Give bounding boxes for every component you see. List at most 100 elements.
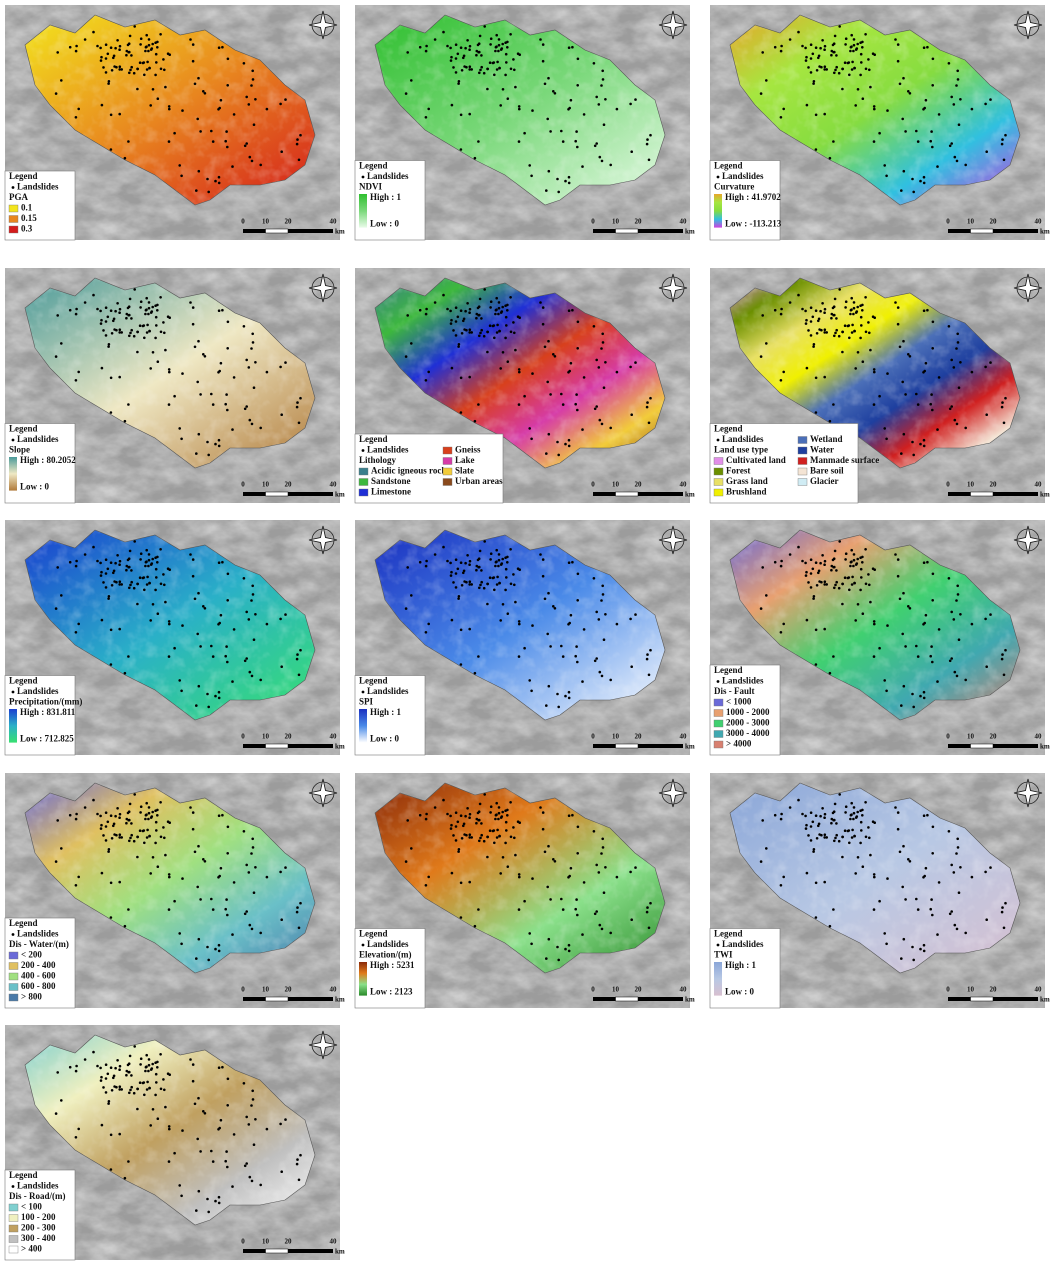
landslide-point [144, 1069, 147, 1073]
landslide-point [809, 43, 813, 46]
legend-heading: Legend [359, 161, 388, 171]
landslide-point [199, 1150, 202, 1153]
landslide-point [916, 655, 920, 658]
landslide-point [211, 1160, 215, 1163]
landslide-point [922, 46, 926, 49]
scale-label: 20 [635, 218, 643, 226]
legend-swatch [713, 478, 724, 486]
landslide-point [600, 84, 603, 87]
landslide-point [894, 806, 897, 809]
landslide-point [173, 1151, 176, 1155]
landslide-point [924, 613, 928, 617]
legend-high: High : 80.2052 [20, 455, 76, 465]
landslide-point [259, 931, 262, 935]
landslide-point [518, 107, 521, 111]
landslide-point [861, 555, 864, 559]
landslide-point [195, 1209, 198, 1212]
landslide-point [406, 51, 409, 54]
landslide-point [609, 931, 612, 935]
legend-item: < 1000 [726, 697, 752, 707]
landslide-point [867, 58, 870, 61]
landslide-point [196, 117, 199, 121]
landslide-point [450, 823, 453, 827]
landslide-point [450, 318, 453, 322]
landslide-point [571, 45, 574, 49]
landslide-point [547, 76, 550, 80]
landslide-point [191, 322, 195, 326]
landslide-point [217, 46, 221, 49]
landslide-point [452, 329, 455, 332]
landslide-point [156, 46, 159, 49]
landslide-point [495, 308, 498, 311]
landslide-point [468, 583, 471, 586]
landslide-point [231, 165, 234, 168]
landslide-point [120, 836, 123, 839]
landslide-point [452, 834, 455, 837]
landslide-point [77, 875, 80, 879]
landslide-point [154, 1072, 158, 1076]
landslide-point [582, 628, 586, 631]
landslide-point [601, 332, 604, 336]
landslide-point [896, 558, 900, 561]
landslide-point [107, 343, 111, 346]
landslide-point [242, 325, 246, 328]
landslide-point [75, 1064, 78, 1068]
landslide-point [449, 814, 452, 818]
landslide-point [649, 648, 652, 652]
landslide-point [545, 189, 548, 192]
landslide-point [173, 131, 176, 135]
landslide-point [143, 73, 146, 77]
landslide-point [126, 1063, 130, 1067]
landslide-point [226, 852, 229, 855]
landslide-point [245, 610, 248, 614]
scale-label: 40 [330, 218, 338, 226]
landslide-point [477, 908, 480, 911]
landslide-point [191, 827, 195, 831]
landslide-point [576, 572, 580, 576]
landslide-point [496, 60, 499, 64]
landslide-point [211, 908, 215, 911]
landslide-point [251, 593, 255, 596]
landslide-point [468, 880, 471, 884]
landslide-point [593, 144, 597, 148]
landslide-point [843, 324, 847, 327]
landslide-point [114, 1066, 117, 1070]
landslide-point [118, 836, 121, 839]
landslide-point [569, 866, 573, 870]
landslide-point [819, 814, 822, 818]
landslide-point [957, 123, 961, 126]
landslide-point [146, 828, 149, 832]
landslide-point [1002, 158, 1006, 162]
landslide-point [809, 586, 813, 589]
landslide-point [801, 307, 804, 311]
landslide-point [809, 71, 813, 74]
landslide-point [1001, 653, 1004, 656]
landslide-point [139, 37, 143, 40]
landslide-point [109, 561, 113, 564]
landslide-point [147, 1058, 151, 1061]
landslide-point [110, 332, 114, 335]
landslide-point [872, 655, 876, 658]
landslide-point [206, 440, 209, 444]
landslide-point [821, 302, 824, 305]
legend-item: Glacier [810, 476, 839, 486]
landslide-point [837, 334, 841, 338]
legend-landslides: Landslides [17, 182, 59, 192]
legend-low: Low : 0 [370, 218, 399, 228]
landslide-point [478, 586, 481, 590]
landslide-point [804, 827, 808, 830]
landslide-point [214, 1199, 217, 1203]
landslide-point [841, 87, 844, 91]
landslide-point [145, 296, 148, 300]
landslide-point [464, 309, 467, 313]
landslide-point [480, 580, 483, 584]
landslide-point [823, 65, 827, 68]
landslide-point [853, 329, 856, 333]
landslide-point [805, 55, 808, 59]
landslide-point [468, 375, 471, 379]
landslide-point [779, 884, 783, 887]
landslide-point [118, 65, 122, 68]
landslide-point [517, 105, 521, 108]
landslide-point [782, 875, 785, 879]
